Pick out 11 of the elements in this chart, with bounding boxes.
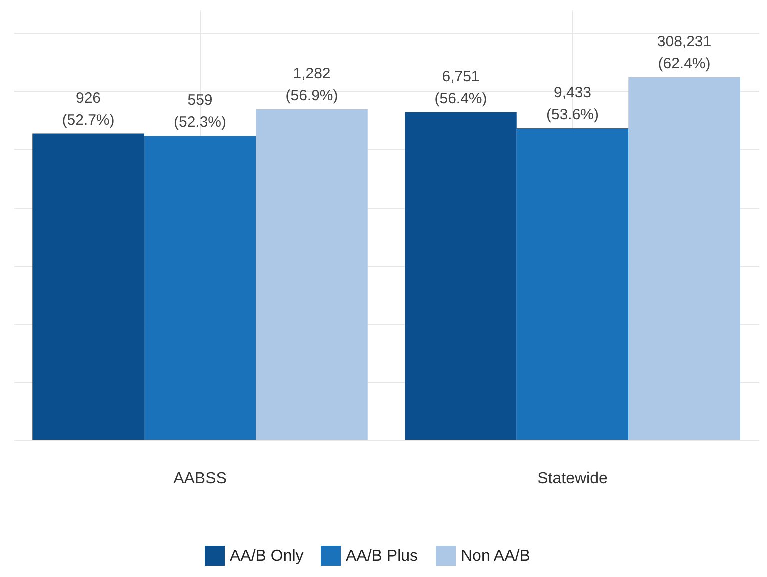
x-tick-label: AABSS [174, 470, 227, 488]
data-label: 308,231 (62.4%) [657, 33, 712, 72]
legend-label: Non AA/B [461, 548, 530, 565]
data-label: 1,282 (56.9%) [286, 65, 338, 104]
x-tick-label: Statewide [538, 470, 608, 488]
data-label: 926 (52.7%) [62, 90, 115, 129]
legend-label: AA/B Only [230, 548, 304, 565]
data-label: 559 (52.3%) [174, 92, 227, 132]
data-label: 9,433 (53.6%) [546, 84, 600, 124]
legend-label: AA/B Plus [346, 548, 418, 565]
data-label: 6,751 (56.4%) [434, 68, 488, 108]
